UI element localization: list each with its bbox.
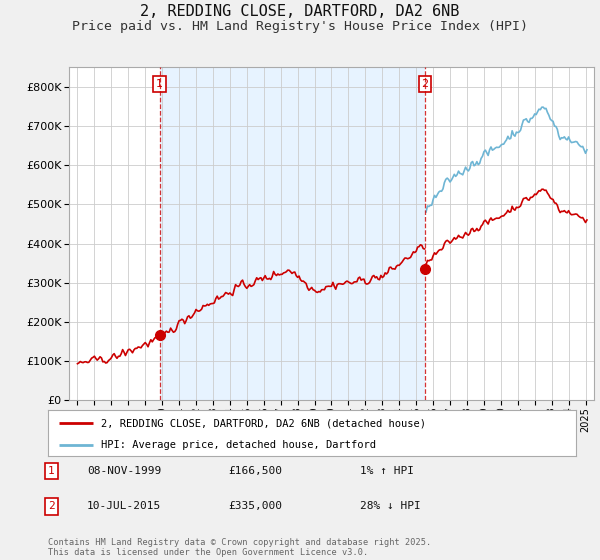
Text: 2, REDDING CLOSE, DARTFORD, DA2 6NB (detached house): 2, REDDING CLOSE, DARTFORD, DA2 6NB (det…: [101, 418, 426, 428]
Text: £166,500: £166,500: [228, 466, 282, 476]
Bar: [160, 67, 425, 400]
Text: 1: 1: [156, 79, 163, 89]
Text: 1: 1: [48, 466, 55, 476]
Text: 08-NOV-1999: 08-NOV-1999: [87, 466, 161, 476]
Text: 2: 2: [421, 79, 428, 89]
Text: 10-JUL-2015: 10-JUL-2015: [87, 501, 161, 511]
Text: Contains HM Land Registry data © Crown copyright and database right 2025.
This d: Contains HM Land Registry data © Crown c…: [48, 538, 431, 557]
Text: 28% ↓ HPI: 28% ↓ HPI: [360, 501, 421, 511]
Text: 1% ↑ HPI: 1% ↑ HPI: [360, 466, 414, 476]
Text: £335,000: £335,000: [228, 501, 282, 511]
Text: Price paid vs. HM Land Registry's House Price Index (HPI): Price paid vs. HM Land Registry's House …: [72, 20, 528, 32]
Text: 2: 2: [48, 501, 55, 511]
Text: 2, REDDING CLOSE, DARTFORD, DA2 6NB: 2, REDDING CLOSE, DARTFORD, DA2 6NB: [140, 4, 460, 19]
Text: HPI: Average price, detached house, Dartford: HPI: Average price, detached house, Dart…: [101, 440, 376, 450]
